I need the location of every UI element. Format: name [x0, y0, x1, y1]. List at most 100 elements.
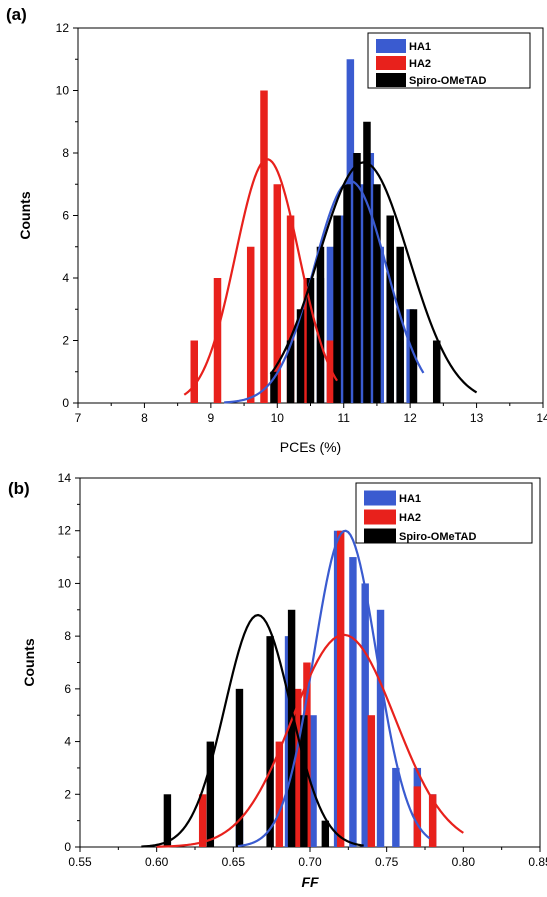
legend-swatch [376, 39, 406, 53]
y-tick-label: 2 [62, 334, 69, 348]
bar [392, 767, 400, 847]
bar [273, 184, 282, 403]
fit-curve [224, 180, 425, 404]
legend-swatch [364, 509, 396, 525]
y-tick-label: 4 [62, 271, 69, 285]
bar [260, 90, 268, 403]
x-tick-label: 0.80 [452, 855, 476, 869]
bar [333, 215, 341, 403]
bar [296, 309, 305, 403]
x-tick-label: 14 [536, 411, 547, 425]
legend-swatch [364, 490, 396, 506]
bar [316, 246, 325, 403]
fit-curve [141, 613, 364, 848]
x-tick-label: 12 [403, 411, 417, 425]
bar [326, 246, 335, 403]
x-tick-label: 0.60 [145, 855, 169, 869]
x-tick-label: 8 [141, 411, 148, 425]
bar [300, 715, 308, 847]
y-tick-label: 10 [56, 84, 70, 98]
bar [432, 340, 441, 403]
bar [270, 371, 278, 403]
bar [275, 741, 284, 847]
fit-curve [156, 633, 464, 848]
bar [309, 715, 317, 847]
y-tick-label: 6 [62, 209, 69, 223]
x-tick-label: 13 [470, 411, 484, 425]
legend-label: Spiro-OMeTAD [409, 75, 486, 87]
bar [409, 309, 418, 403]
bar [213, 278, 222, 403]
legend: HA1 HA2 Spiro-OMeTAD [367, 32, 531, 89]
x-tick-label: 0.85 [528, 855, 547, 869]
bar [428, 794, 437, 847]
bar [321, 820, 330, 847]
legend-swatch [364, 528, 396, 544]
legend-label: HA2 [409, 58, 431, 70]
x-axis-label: FF [301, 874, 319, 890]
legend-swatch [376, 56, 406, 70]
bar [206, 741, 215, 847]
bar [343, 184, 351, 403]
bar [361, 583, 369, 847]
y-tick-label: 0 [64, 840, 71, 854]
y-tick-label: 2 [64, 787, 71, 801]
chart-panel-2: 0.55 0.60 0.65 0.70 0.75 0.80 0.85 0 2 4 6 8 10 12 14 H… [8, 471, 547, 890]
bar [373, 184, 381, 403]
x-tick-label: 9 [208, 411, 215, 425]
y-axis-label: Counts [21, 638, 37, 686]
y-tick-label: 8 [64, 629, 71, 643]
bar [294, 688, 302, 847]
x-tick-label: 0.65 [222, 855, 246, 869]
legend: HA1 HA2 Spiro-OMeTAD [355, 482, 533, 544]
bar [336, 530, 345, 847]
y-axis-label: Counts [17, 191, 33, 239]
y-tick-label: 6 [64, 682, 71, 696]
bar [376, 609, 385, 847]
bar [386, 215, 394, 403]
bar [363, 121, 371, 403]
chart-panel-1: 7 8 9 10 11 12 13 14 0 2 4 6 8 10 12 HA1 HA2 Spiro-OMeTAD… [6, 5, 547, 455]
legend-label: Spiro-OMeTAD [399, 531, 476, 543]
bar [198, 794, 207, 847]
fit-curve [183, 158, 339, 396]
bar [413, 786, 422, 847]
bar [287, 609, 296, 847]
x-tick-label: 0.75 [375, 855, 399, 869]
bar [163, 794, 172, 847]
y-tick-label: 4 [64, 735, 71, 749]
x-axis-label: PCEs (%) [280, 439, 341, 455]
bar [266, 636, 274, 847]
bar [190, 340, 198, 403]
x-tick-label: 0.55 [68, 855, 92, 869]
bar [326, 340, 335, 403]
legend-label: HA2 [399, 512, 421, 524]
y-tick-label: 14 [58, 471, 72, 485]
y-tick-label: 10 [58, 576, 72, 590]
bar [235, 688, 244, 847]
legend-swatch [376, 73, 406, 87]
x-tick-label: 7 [75, 411, 82, 425]
legend-label: HA1 [399, 493, 421, 505]
x-tick-label: 0.70 [298, 855, 322, 869]
bar [396, 246, 404, 403]
y-tick-label: 8 [62, 146, 69, 160]
fit-curve [237, 529, 431, 848]
bar [246, 246, 255, 403]
bar [286, 340, 295, 403]
series-spiro-ometad [270, 121, 441, 403]
bar [306, 278, 315, 403]
bar [349, 557, 357, 847]
panel-label: (a) [6, 5, 27, 24]
bar [353, 153, 361, 403]
bar [286, 215, 295, 403]
series-spiro-ometad [163, 609, 330, 847]
y-tick-label: 12 [56, 21, 70, 35]
legend-label: HA1 [409, 41, 431, 53]
fit-curve [269, 161, 478, 394]
y-tick-label: 0 [62, 396, 69, 410]
bar [367, 715, 376, 847]
x-tick-label: 11 [337, 411, 350, 425]
panel-label: (b) [8, 479, 30, 498]
